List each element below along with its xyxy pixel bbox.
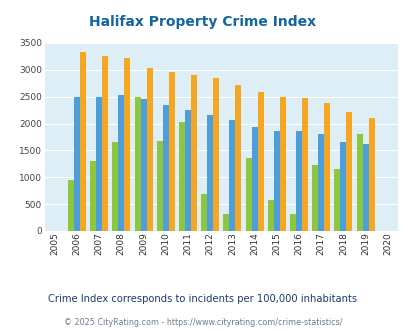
Bar: [162, 105, 168, 231]
Bar: [295, 130, 301, 231]
Bar: [118, 95, 124, 231]
Bar: [251, 127, 257, 231]
Bar: [90, 161, 96, 231]
Text: Crime Index corresponds to incidents per 100,000 inhabitants: Crime Index corresponds to incidents per…: [48, 294, 357, 304]
Bar: [279, 97, 285, 231]
Bar: [340, 142, 345, 231]
Bar: [301, 98, 307, 231]
Bar: [124, 58, 130, 231]
Bar: [134, 97, 140, 231]
Bar: [80, 52, 86, 231]
Bar: [74, 97, 80, 231]
Bar: [156, 141, 162, 231]
Bar: [207, 115, 213, 231]
Bar: [235, 85, 241, 231]
Bar: [318, 134, 324, 231]
Bar: [168, 73, 174, 231]
Bar: [324, 103, 329, 231]
Text: Halifax Property Crime Index: Halifax Property Crime Index: [89, 15, 316, 29]
Bar: [311, 165, 318, 231]
Bar: [257, 92, 263, 231]
Bar: [213, 78, 219, 231]
Bar: [289, 214, 295, 231]
Bar: [190, 75, 196, 231]
Bar: [68, 180, 74, 231]
Bar: [140, 99, 146, 231]
Bar: [273, 130, 279, 231]
Text: © 2025 CityRating.com - https://www.cityrating.com/crime-statistics/: © 2025 CityRating.com - https://www.city…: [64, 318, 341, 327]
Bar: [200, 194, 207, 231]
Bar: [102, 56, 108, 231]
Bar: [185, 110, 190, 231]
Bar: [362, 144, 368, 231]
Bar: [223, 214, 229, 231]
Bar: [146, 68, 152, 231]
Bar: [356, 134, 362, 231]
Bar: [334, 169, 340, 231]
Bar: [368, 118, 374, 231]
Bar: [96, 97, 102, 231]
Bar: [229, 120, 235, 231]
Bar: [267, 200, 273, 231]
Bar: [245, 158, 251, 231]
Bar: [179, 122, 185, 231]
Bar: [345, 112, 352, 231]
Bar: [112, 142, 118, 231]
